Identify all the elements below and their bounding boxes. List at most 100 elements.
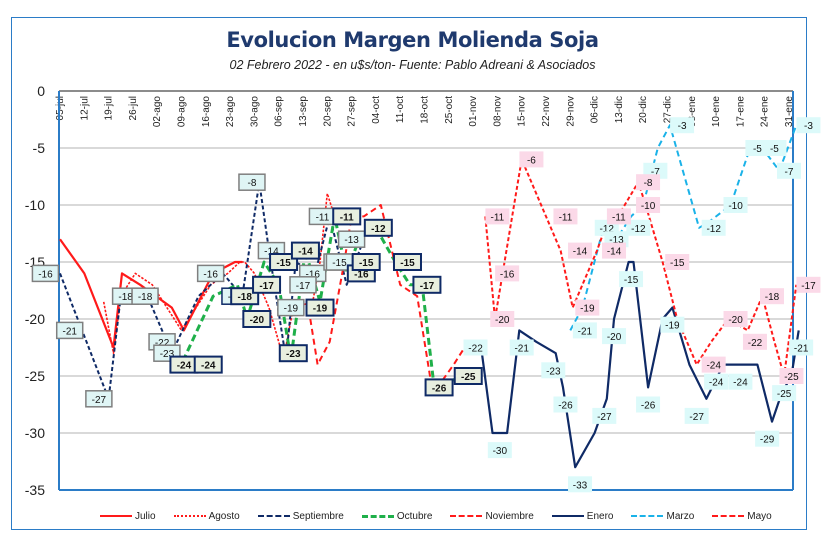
x-tick-label: 06-sep	[274, 96, 285, 127]
data-label: -12	[631, 224, 646, 235]
data-label-box	[777, 162, 801, 179]
data-label: -26	[641, 401, 656, 412]
data-label-box	[509, 339, 534, 356]
data-label-box	[85, 390, 113, 408]
data-label: -11	[316, 212, 330, 223]
data-point	[742, 364, 744, 366]
data-label: -23	[546, 366, 561, 377]
data-point	[198, 295, 200, 297]
data-point	[121, 273, 123, 275]
data-point	[560, 250, 562, 252]
data-label: -26	[432, 383, 447, 394]
legend-item-mayo: Mayo	[712, 511, 772, 522]
data-label: -21	[62, 326, 77, 337]
data-point	[633, 261, 635, 263]
data-label: -12	[600, 224, 615, 235]
x-tick-label: 20-sep	[322, 96, 333, 127]
data-point	[535, 341, 537, 343]
data-label: -25	[784, 372, 799, 383]
x-tick-label: 01-nov	[468, 96, 479, 127]
data-point	[710, 341, 712, 343]
data-point	[662, 261, 664, 263]
plot-area-border	[58, 90, 794, 491]
chart-frame	[11, 17, 807, 530]
data-label-box	[723, 311, 748, 327]
data-label-box	[796, 276, 821, 293]
legend-item-noviembre: Noviembre	[450, 511, 534, 522]
x-tick-label: 13-dic	[614, 96, 625, 123]
legend-label: Agosto	[208, 510, 240, 522]
data-point	[574, 466, 576, 468]
data-label: -6	[527, 155, 536, 166]
data-label: -17	[801, 281, 816, 292]
legend-item-agosto: Agosto	[173, 510, 240, 522]
data-label-box	[305, 298, 335, 317]
data-point	[234, 261, 236, 263]
x-tick-label: 29-nov	[565, 96, 576, 127]
legend-label: Octubre	[396, 510, 433, 522]
data-point	[309, 318, 311, 320]
data-point	[706, 398, 708, 400]
data-label: -14	[573, 247, 588, 258]
data-point	[628, 261, 630, 263]
legend-item-enero: Enero	[551, 511, 613, 522]
legend-swatch	[551, 515, 584, 517]
data-label: -7	[785, 167, 794, 178]
data-point	[327, 193, 329, 195]
data-point	[329, 341, 331, 343]
data-label-box	[606, 208, 631, 225]
data-labels: -18-18-16-18-19-16-15-16-21-27-22-23-8-1…	[31, 117, 821, 493]
data-label-box	[193, 355, 223, 374]
data-label-box	[619, 271, 644, 288]
data-label-box	[575, 299, 600, 316]
data-point	[696, 364, 698, 366]
data-point	[606, 398, 608, 400]
legend-swatch	[712, 515, 745, 517]
data-label: -20	[728, 315, 743, 326]
x-tick-label: 16-ago	[201, 96, 212, 128]
data-label-box	[670, 117, 695, 134]
data-point	[227, 273, 229, 275]
data-label: -24	[177, 361, 192, 372]
chart-subtitle: 02 Febrero 2022 - en u$s/ton- Fuente: Pa…	[229, 58, 596, 72]
data-point	[657, 147, 659, 149]
data-label-box	[553, 396, 578, 413]
data-label-box	[742, 333, 767, 350]
data-point	[254, 273, 256, 275]
data-label-box	[553, 208, 578, 225]
x-tick-label: 24-ene	[760, 96, 771, 128]
data-label: -21	[578, 326, 593, 337]
data-point	[212, 295, 214, 297]
data-point	[771, 421, 773, 423]
x-tick-label: 23-ago	[225, 96, 236, 128]
data-label: -18	[118, 292, 133, 303]
y-tick-label: 0	[37, 83, 45, 99]
data-label: -12	[371, 224, 386, 235]
data-label: -27	[689, 412, 704, 423]
data-point	[453, 364, 455, 366]
data-label: -14	[607, 247, 622, 258]
data-point	[506, 432, 508, 434]
data-label: -20	[495, 315, 510, 326]
legend-swatch	[361, 514, 394, 518]
data-label: -18	[138, 292, 153, 303]
data-label: -27	[92, 395, 107, 406]
data-point	[319, 261, 321, 263]
data-point	[244, 261, 246, 263]
data-label-box	[759, 288, 784, 305]
data-label: -14	[264, 247, 279, 258]
data-label-box	[772, 385, 797, 402]
data-label: -18	[765, 292, 780, 303]
data-label: -8	[248, 178, 257, 189]
data-label: -22	[748, 338, 763, 349]
x-tick-label: 26-jul	[128, 96, 139, 120]
data-point	[409, 284, 411, 286]
data-label-box	[701, 219, 726, 236]
data-label-box	[789, 339, 814, 356]
data-label-box	[463, 339, 488, 356]
data-label: -13	[344, 235, 359, 246]
data-label: -11	[612, 212, 626, 223]
x-tick-label: 27-dic	[663, 96, 674, 123]
data-label-box	[495, 265, 520, 282]
data-label: -17	[420, 281, 435, 292]
